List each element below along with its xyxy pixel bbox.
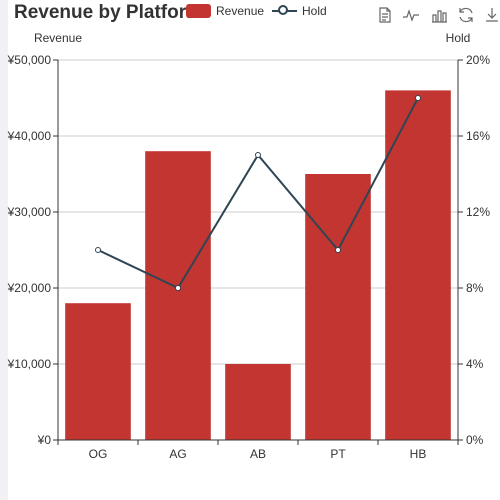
y-right-tick-label: 0% xyxy=(466,433,484,447)
legend-item-hold[interactable]: Hold xyxy=(272,3,327,19)
y-right-tick-label: 16% xyxy=(466,129,490,143)
hold-point-hb xyxy=(415,95,421,101)
y-left-axis-title: Revenue xyxy=(34,31,82,45)
legend-item-revenue[interactable]: Revenue xyxy=(186,3,264,19)
y-left-tick-label: ¥50,000 xyxy=(7,53,52,67)
bar-ag xyxy=(145,151,211,440)
bar-ab xyxy=(225,364,291,440)
data-view-icon[interactable] xyxy=(376,6,394,24)
y-right-tick-label: 20% xyxy=(466,53,490,67)
y-left-tick-label: ¥10,000 xyxy=(7,357,52,371)
legend-label-revenue: Revenue xyxy=(216,4,265,18)
y-right-tick-label: 12% xyxy=(466,205,490,219)
restore-icon[interactable] xyxy=(457,6,475,24)
hold-point-og xyxy=(95,247,101,253)
hold-point-pt xyxy=(335,247,341,253)
legend-line-swatch xyxy=(272,4,297,18)
x-tick-label: AG xyxy=(169,447,186,461)
bar-og xyxy=(65,303,131,440)
y-right-tick-label: 8% xyxy=(466,281,484,295)
bar-pt xyxy=(305,174,371,440)
y-left-tick-label: ¥40,000 xyxy=(7,129,52,143)
page-edge xyxy=(0,0,8,500)
bar-hb xyxy=(385,90,451,441)
bar-chart-icon[interactable] xyxy=(430,6,448,24)
x-tick-label: PT xyxy=(330,447,346,461)
x-tick-label: HB xyxy=(410,447,427,461)
line-chart-icon[interactable] xyxy=(402,6,420,24)
y-left-tick-label: ¥20,000 xyxy=(7,281,52,295)
chart-title: Revenue by Platform xyxy=(14,2,203,23)
y-right-axis-title: Hold xyxy=(446,31,471,45)
hold-point-ab xyxy=(255,152,261,158)
y-left-tick-label: ¥0 xyxy=(37,433,52,447)
save-image-icon[interactable] xyxy=(483,6,500,24)
x-tick-label: AB xyxy=(250,447,266,461)
y-right-tick-label: 4% xyxy=(466,357,484,371)
y-left-tick-label: ¥30,000 xyxy=(7,205,52,219)
legend-label-hold: Hold xyxy=(302,4,327,18)
legend-bar-swatch xyxy=(186,4,211,18)
hold-point-ag xyxy=(175,285,181,291)
x-tick-label: OG xyxy=(89,447,108,461)
